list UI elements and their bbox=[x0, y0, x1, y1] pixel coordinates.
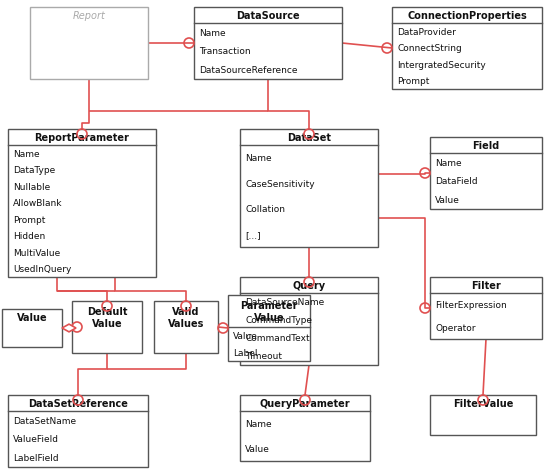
Bar bbox=[8, 130, 156, 278]
Bar bbox=[154, 301, 218, 353]
Bar bbox=[194, 8, 342, 80]
Text: MultiValue: MultiValue bbox=[13, 248, 60, 257]
Polygon shape bbox=[62, 325, 76, 332]
Text: ValueField: ValueField bbox=[13, 435, 59, 444]
Text: DataSourceName: DataSourceName bbox=[245, 298, 324, 307]
Text: DataSourceReference: DataSourceReference bbox=[199, 66, 298, 75]
Bar bbox=[430, 138, 542, 209]
Text: Prompt: Prompt bbox=[397, 77, 430, 86]
Text: ConnectionProperties: ConnectionProperties bbox=[407, 11, 527, 21]
Text: ConnectString: ConnectString bbox=[397, 44, 462, 53]
Text: Name: Name bbox=[245, 154, 272, 163]
Text: Timeout: Timeout bbox=[245, 352, 282, 361]
Bar bbox=[240, 395, 370, 461]
Text: QueryParameter: QueryParameter bbox=[260, 398, 350, 408]
Bar bbox=[430, 278, 542, 339]
Text: Parameter
Value: Parameter Value bbox=[240, 300, 298, 322]
Text: Prompt: Prompt bbox=[13, 215, 45, 224]
Text: DataType: DataType bbox=[13, 166, 55, 175]
Text: Nullable: Nullable bbox=[13, 182, 50, 191]
Text: Transaction: Transaction bbox=[199, 48, 250, 56]
Text: DataSetName: DataSetName bbox=[13, 416, 76, 425]
Text: ReportParameter: ReportParameter bbox=[35, 133, 129, 143]
Bar bbox=[2, 309, 62, 347]
Text: DataSource: DataSource bbox=[236, 11, 300, 21]
Text: DataField: DataField bbox=[435, 177, 478, 186]
Bar bbox=[240, 130, 378, 248]
Text: Name: Name bbox=[13, 149, 39, 159]
Text: CommandText: CommandText bbox=[245, 334, 310, 343]
Text: LabelField: LabelField bbox=[13, 453, 59, 462]
Text: CommandType: CommandType bbox=[245, 316, 312, 325]
Text: Label: Label bbox=[233, 348, 258, 357]
Text: Default
Value: Default Value bbox=[87, 307, 127, 328]
Bar bbox=[228, 296, 310, 361]
Text: [...]: [...] bbox=[245, 230, 261, 239]
Text: FilterValue: FilterValue bbox=[453, 398, 513, 408]
Text: Name: Name bbox=[435, 159, 461, 168]
Text: Query: Query bbox=[293, 280, 326, 290]
Bar bbox=[392, 8, 542, 90]
Text: Valid
Values: Valid Values bbox=[168, 307, 204, 328]
Text: Value: Value bbox=[245, 444, 270, 453]
Bar bbox=[240, 278, 378, 365]
Text: UsedInQuery: UsedInQuery bbox=[13, 265, 71, 274]
Text: DataSet: DataSet bbox=[287, 133, 331, 143]
Bar bbox=[72, 301, 142, 353]
Text: FilterExpression: FilterExpression bbox=[435, 300, 507, 309]
Text: Collation: Collation bbox=[245, 205, 285, 214]
Bar bbox=[30, 8, 148, 80]
Text: Field: Field bbox=[472, 141, 500, 151]
Text: Name: Name bbox=[245, 419, 272, 428]
Text: Hidden: Hidden bbox=[13, 232, 45, 241]
Text: Name: Name bbox=[199, 29, 226, 38]
Text: Filter: Filter bbox=[471, 280, 501, 290]
Text: Operator: Operator bbox=[435, 323, 476, 332]
Text: DataProvider: DataProvider bbox=[397, 28, 456, 37]
Text: Report: Report bbox=[72, 11, 105, 21]
Text: Value: Value bbox=[233, 331, 258, 340]
Text: DataSetReference: DataSetReference bbox=[28, 398, 128, 408]
Bar bbox=[8, 395, 148, 467]
Text: Value: Value bbox=[435, 196, 460, 205]
Text: CaseSensitivity: CaseSensitivity bbox=[245, 179, 315, 188]
Text: AllowBlank: AllowBlank bbox=[13, 199, 62, 208]
Text: Value: Value bbox=[16, 312, 47, 322]
Bar bbox=[430, 395, 536, 435]
Text: IntergratedSecurity: IntergratedSecurity bbox=[397, 60, 486, 69]
